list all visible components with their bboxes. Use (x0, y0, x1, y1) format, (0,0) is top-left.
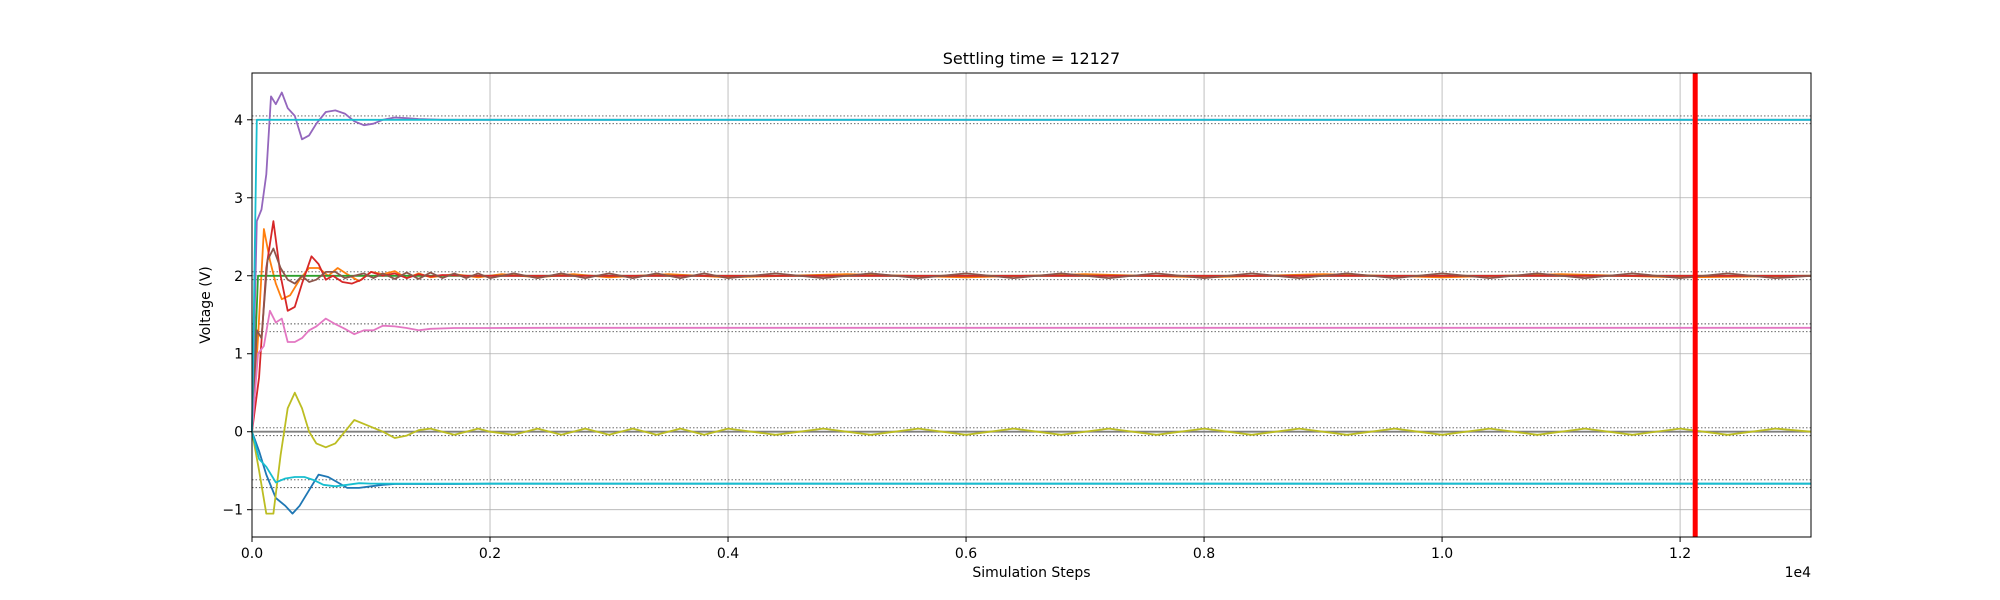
tolerance-bands (252, 115, 1811, 489)
chart-title: Settling time = 12127 (943, 49, 1120, 68)
x-tick-label: 1.2 (1669, 546, 1691, 562)
series-line (251, 309, 1811, 432)
y-axis-label: Voltage (V) (198, 266, 214, 343)
series-line (251, 247, 1812, 432)
series-lines (251, 91, 1812, 515)
x-tick-label: 0.0 (241, 546, 263, 562)
x-tick-label: 0.2 (479, 546, 501, 562)
y-tick-label: 0 (234, 425, 243, 441)
plot-area-frame (251, 72, 1812, 538)
x-axis-label: Simulation Steps (972, 565, 1090, 581)
x-tick-label: 1.0 (1431, 546, 1453, 562)
y-tick-label: 2 (234, 269, 243, 285)
series-line (251, 118, 1811, 432)
x-tick-label: 0.8 (1193, 546, 1215, 562)
series-line (251, 391, 1812, 515)
series-line (251, 431, 1811, 488)
y-tick-label: 4 (234, 113, 243, 129)
axis-ticks: 0.0 0.2 0.4 0.6 0.8 1.0 1.2 −1 0 1 2 3 4 (222, 113, 1691, 562)
y-tick-label: 3 (234, 191, 243, 207)
x-tick-label: 0.4 (717, 546, 739, 562)
y-tick-label: 1 (234, 347, 243, 363)
y-tick-label: −1 (222, 503, 243, 519)
x-axis-offset-label: 1e4 (1785, 565, 1812, 581)
x-tick-label: 0.6 (955, 546, 977, 562)
